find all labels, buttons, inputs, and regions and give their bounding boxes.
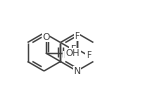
- Text: F: F: [74, 31, 79, 41]
- Text: OH: OH: [66, 48, 80, 57]
- Text: F: F: [70, 45, 75, 54]
- Text: O: O: [42, 32, 49, 42]
- Text: N: N: [73, 67, 80, 75]
- Text: F: F: [63, 51, 68, 60]
- Text: F: F: [86, 51, 91, 60]
